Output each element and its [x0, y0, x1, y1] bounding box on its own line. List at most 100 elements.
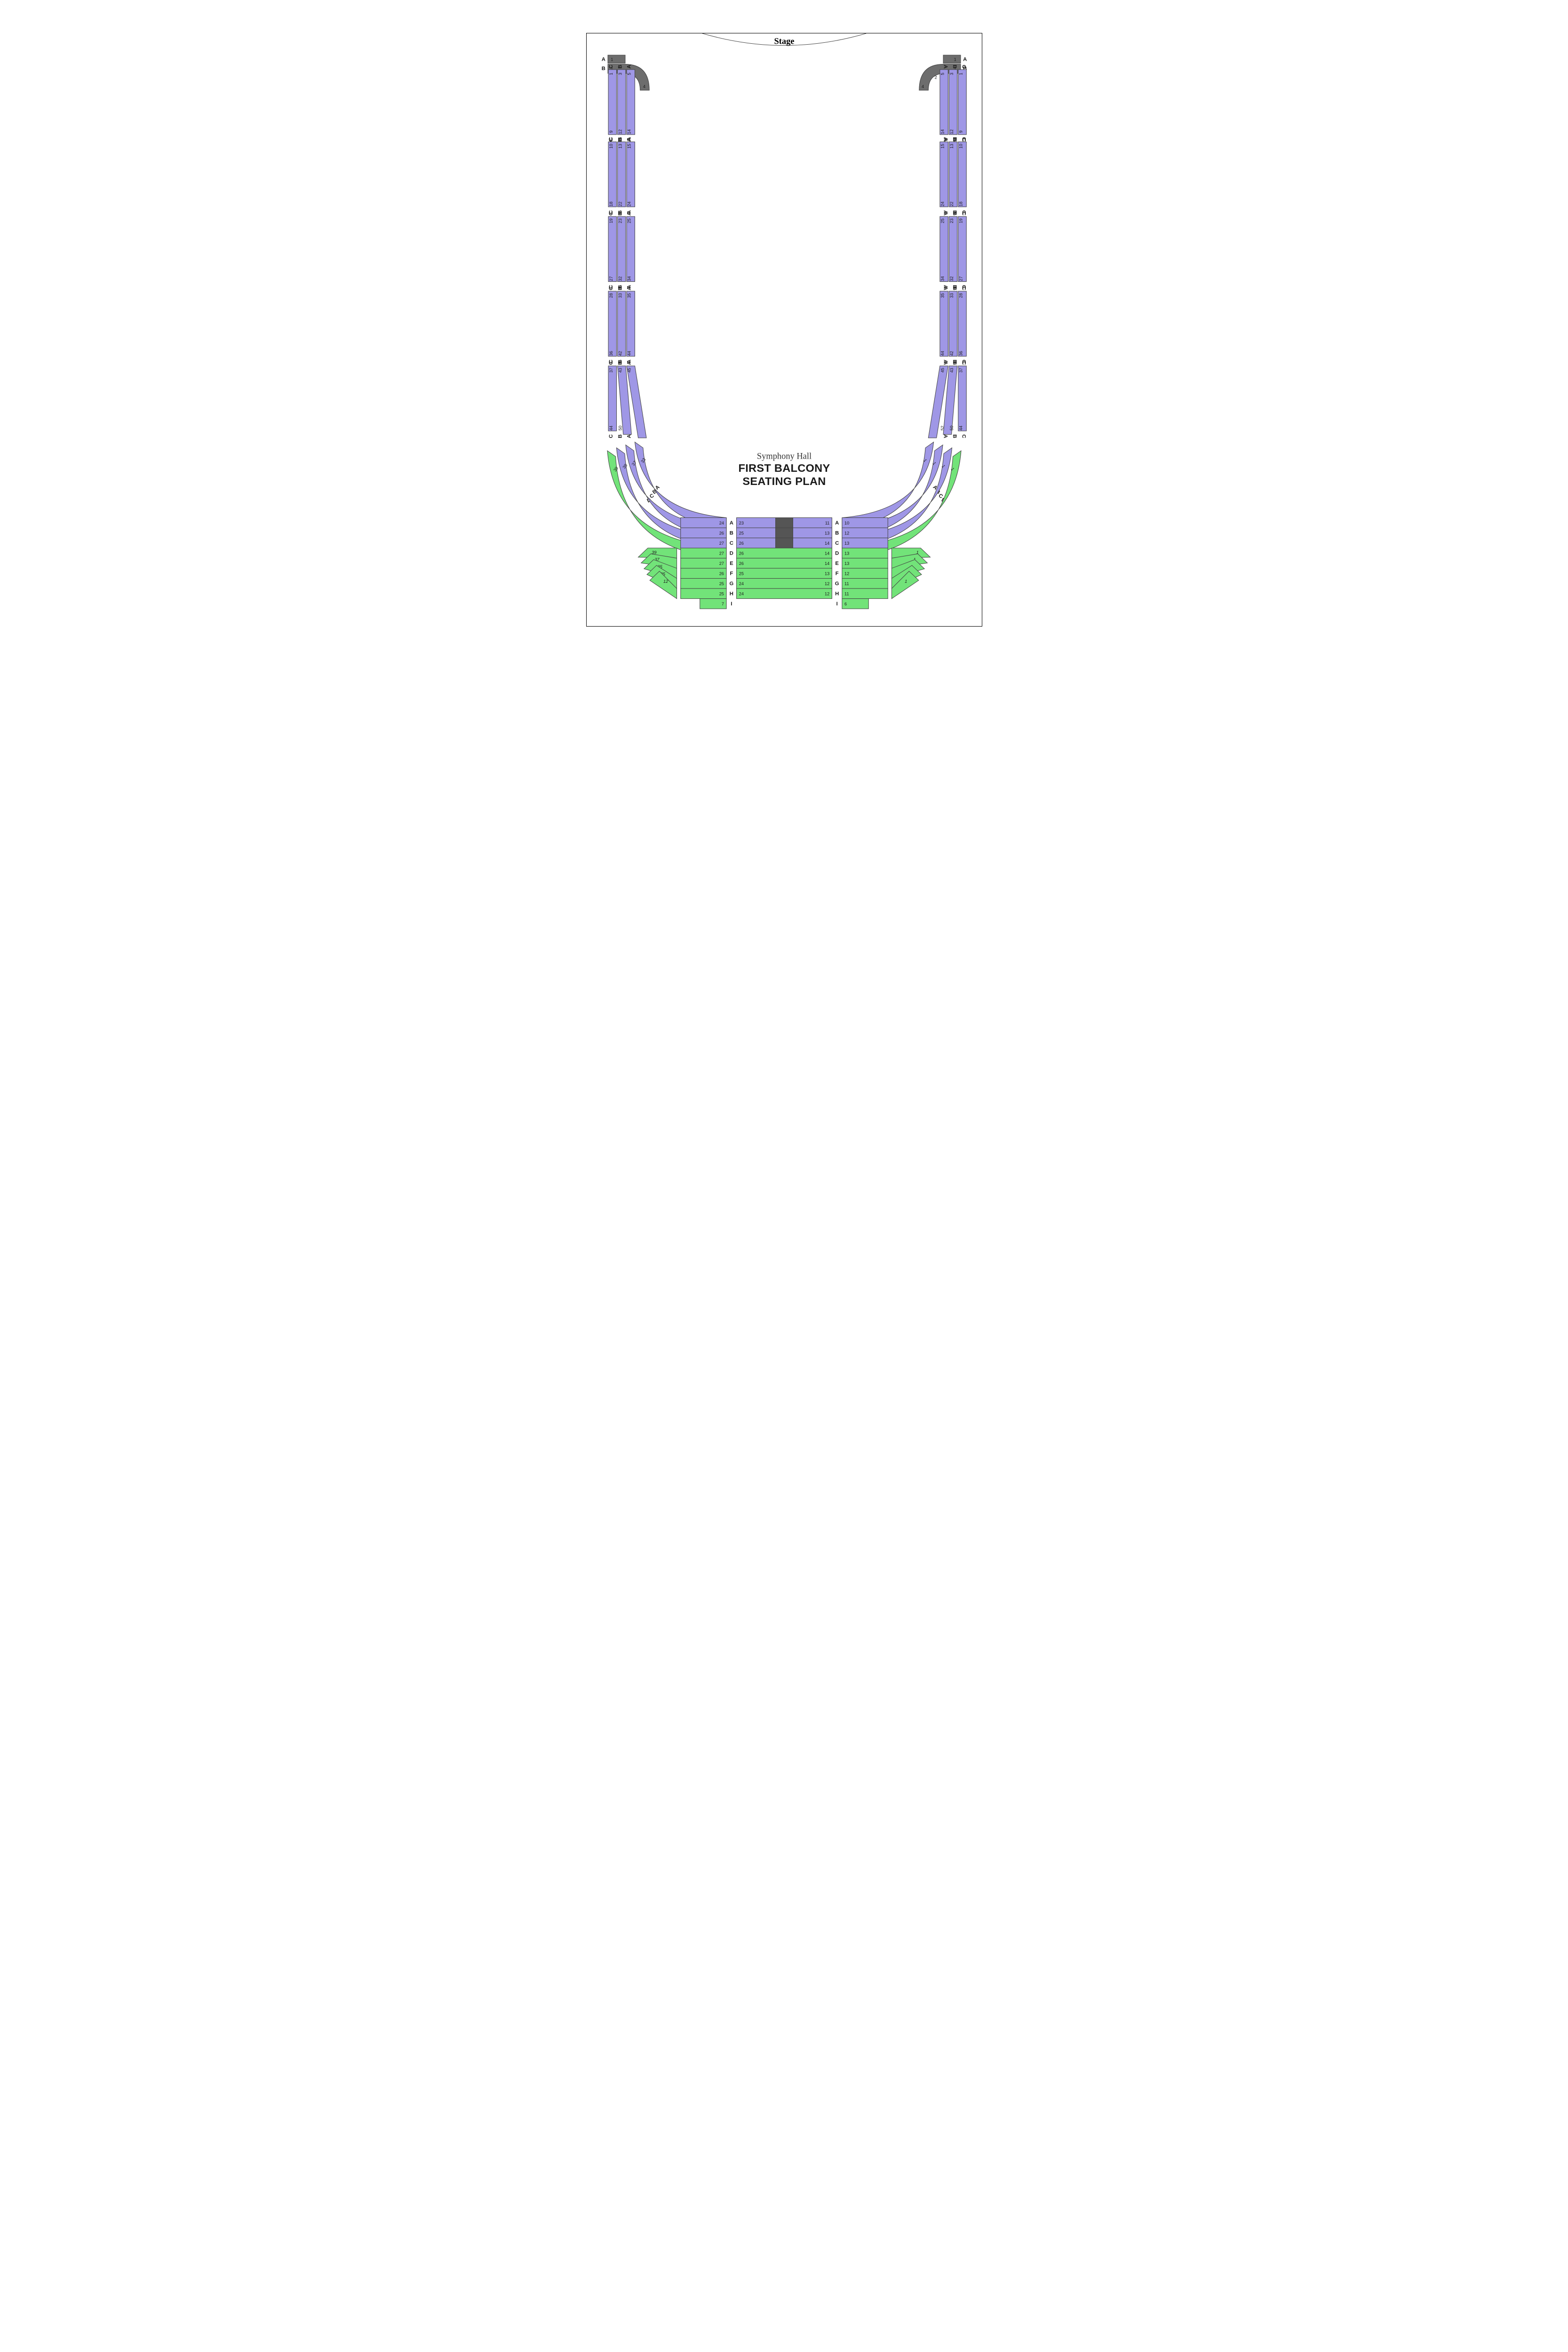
obstructed-seat	[775, 518, 793, 528]
row-label: A	[626, 137, 632, 141]
seat-number: 24	[739, 581, 743, 586]
row-label: B	[952, 361, 957, 365]
row-label: C	[608, 65, 613, 69]
row-label: A	[626, 65, 632, 69]
row-label: C	[961, 137, 966, 141]
row-label: C	[961, 434, 966, 438]
seat-number: 25	[719, 581, 724, 586]
seat-number: 15	[627, 144, 631, 149]
seat-number: 23	[739, 521, 743, 525]
seat-number: 12	[825, 591, 829, 596]
side-section	[617, 142, 625, 207]
seat-number: 13	[618, 144, 622, 149]
seat-number: 13	[844, 541, 849, 546]
side-section	[949, 291, 957, 356]
seat-number: 44	[958, 426, 963, 430]
side-section	[617, 70, 625, 135]
side-section	[958, 291, 966, 356]
seat-number: 37	[958, 368, 963, 373]
row-label: C	[835, 540, 839, 546]
row-label: A	[835, 520, 839, 526]
side-section	[627, 70, 635, 135]
seat-number: 22	[949, 202, 954, 207]
seat-number: 9	[958, 130, 963, 133]
seat-number: 27	[719, 561, 724, 566]
seat-number: 10	[608, 144, 613, 149]
side-section	[958, 70, 966, 135]
row-label: B	[952, 286, 957, 290]
row-label: A	[942, 137, 948, 141]
row-label: C	[608, 361, 613, 365]
row-label: I	[731, 601, 732, 607]
side-section	[608, 291, 616, 356]
row-label: A	[626, 286, 632, 290]
row-label: I	[836, 601, 837, 607]
row-label: A	[729, 520, 733, 526]
side-section	[949, 70, 957, 135]
seat-number: 26	[719, 571, 724, 576]
seat-number: 24	[739, 591, 743, 596]
seat-number: 36	[958, 351, 963, 356]
seat-number: 12	[618, 129, 622, 134]
side-section	[627, 142, 635, 207]
seat-number: 14	[825, 561, 829, 566]
row-label: C	[961, 361, 966, 365]
seat-number: 14	[825, 541, 829, 546]
seat-number: 25	[739, 571, 743, 576]
seat-number: 3	[618, 72, 622, 75]
obstructed-seat	[775, 538, 793, 548]
seat-number: 1	[958, 72, 963, 75]
side-section	[627, 291, 635, 356]
seat-number: 4	[643, 84, 645, 89]
seat-number: 24	[719, 521, 724, 525]
seat-number: 11	[844, 581, 849, 586]
seat-number: 10	[958, 144, 963, 149]
seat-number: 44	[940, 351, 945, 356]
row-label: F	[835, 571, 838, 576]
seat-number: 25	[739, 531, 743, 535]
seat-number: 11	[844, 591, 849, 596]
rear-center-row	[736, 568, 832, 579]
seat-number: 22	[618, 202, 622, 207]
row-label: G	[835, 581, 839, 587]
row-label: H	[835, 591, 839, 596]
row-label: B	[729, 530, 733, 536]
seat-number: 11	[825, 521, 829, 525]
seat-number: 25	[719, 591, 724, 596]
seat-number: 27	[958, 276, 963, 281]
seat-number: 1	[608, 72, 613, 75]
row-label: B	[617, 286, 623, 290]
row-label: A	[942, 212, 948, 215]
side-section	[958, 216, 966, 281]
row-label: B	[617, 137, 623, 141]
seat-number: 15	[940, 144, 945, 149]
seat-number: 44	[627, 351, 631, 356]
seat-number: 26	[719, 531, 724, 535]
seat-number: 1	[611, 57, 613, 62]
seat-number: 6	[844, 602, 847, 606]
seat-number: 32	[949, 276, 954, 281]
seat-number: 45	[940, 368, 945, 373]
venue-name: Symphony Hall	[756, 452, 811, 461]
seat-number: 50	[949, 426, 954, 430]
side-section	[949, 142, 957, 207]
seat-number: 7	[721, 602, 724, 606]
rear-center-row	[736, 579, 832, 589]
rear-center-row	[736, 548, 832, 558]
side-section	[608, 366, 616, 431]
row-label: F	[730, 571, 733, 576]
seat-number: 4	[921, 84, 923, 89]
row-label: B	[617, 212, 623, 215]
rear-center-row	[736, 558, 832, 569]
row-label: C	[961, 212, 966, 215]
seat-number: 23	[618, 218, 622, 223]
seat-number: 42	[949, 351, 954, 356]
seat-number: 26	[739, 551, 743, 556]
row-label: C	[608, 286, 613, 290]
side-section	[939, 216, 947, 281]
side-section	[958, 366, 966, 431]
seat-number: 42	[618, 351, 622, 356]
row-label: B	[952, 434, 957, 438]
row-label: A	[942, 65, 948, 69]
level-name: FIRST BALCONY	[738, 462, 830, 474]
